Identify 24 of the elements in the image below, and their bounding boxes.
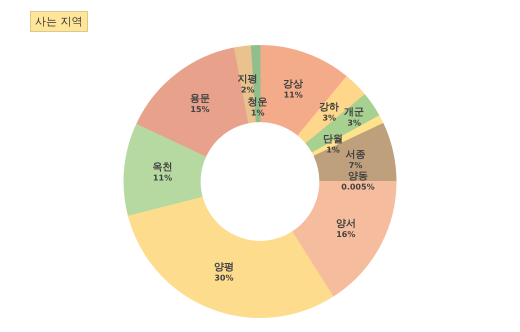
chart-title: 사는 지역 xyxy=(30,11,88,32)
data-label: 11% xyxy=(152,173,172,182)
data-label: 3% xyxy=(347,118,362,128)
slice-label: 옥천 xyxy=(152,162,173,173)
data-label: 30% xyxy=(214,274,234,283)
data-label: 0.005% xyxy=(341,182,375,192)
slice-label: 양평 xyxy=(214,262,234,274)
data-label: 15% xyxy=(190,105,210,114)
data-label: 1% xyxy=(326,145,340,154)
slice-label: 용문 xyxy=(190,94,210,105)
slice-label: 강상 xyxy=(283,78,304,90)
slice-label: 지평 xyxy=(238,74,258,85)
slice-label: 서종 xyxy=(346,150,366,161)
slice-label: 청운 xyxy=(248,97,268,108)
data-label: 1% xyxy=(250,108,264,118)
slice-label: 양서 xyxy=(336,218,356,230)
slice-label: 개군 xyxy=(344,107,364,118)
data-label: 7% xyxy=(348,161,362,170)
data-label: 2% xyxy=(240,85,255,94)
data-label: 11% xyxy=(284,90,303,100)
data-label: 16% xyxy=(336,230,356,239)
data-label: 3% xyxy=(322,113,336,122)
slice-label: 강하 xyxy=(319,102,340,113)
slice-label: 양동 xyxy=(348,171,368,182)
